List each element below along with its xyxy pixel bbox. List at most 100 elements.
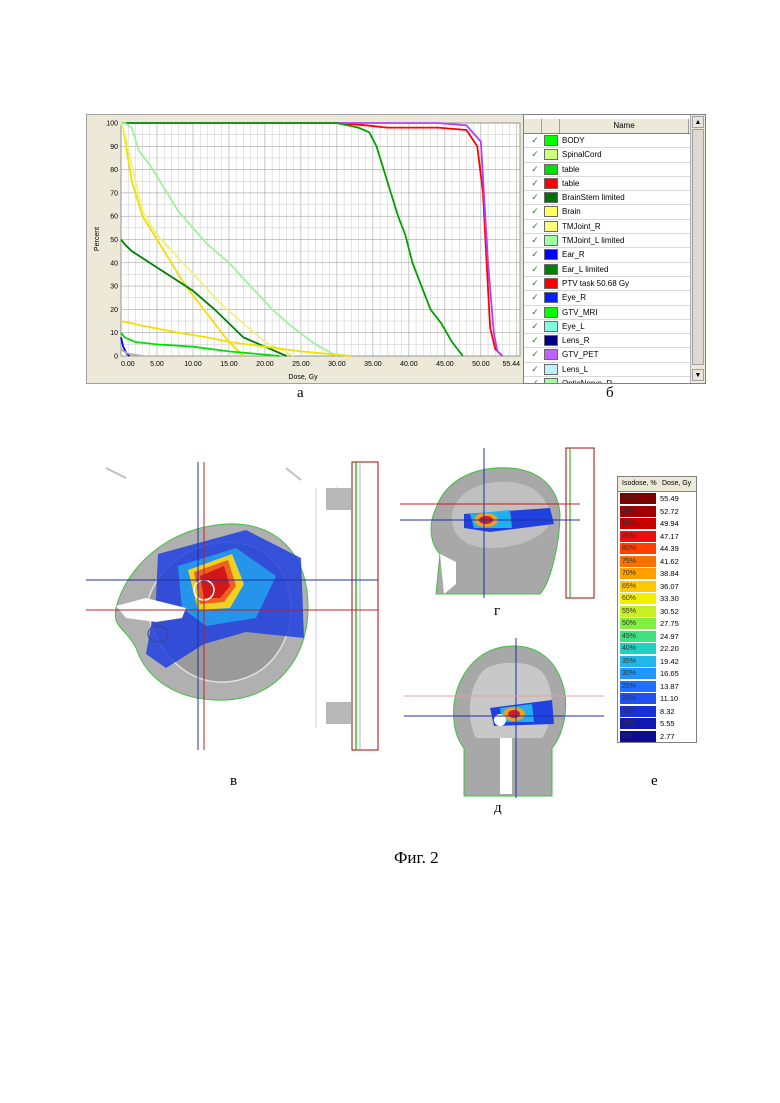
structure-color-swatch[interactable] bbox=[544, 178, 558, 189]
structure-row[interactable]: ✓Eye_L bbox=[524, 320, 690, 334]
visibility-check-icon[interactable]: ✓ bbox=[528, 349, 542, 360]
structure-color-swatch[interactable] bbox=[544, 349, 558, 360]
structure-color-swatch[interactable] bbox=[544, 235, 558, 246]
isodose-row: 85%47.17 bbox=[618, 530, 696, 543]
isodose-percent: 40% bbox=[620, 643, 656, 654]
isodose-dose: 30.52 bbox=[658, 606, 694, 617]
structure-row[interactable]: ✓ Ear_L limited bbox=[524, 263, 690, 277]
structure-row[interactable]: ✓table bbox=[524, 163, 690, 177]
axial-dose-image bbox=[86, 458, 386, 758]
structure-row[interactable]: ✓PTV task 50.68 Gy bbox=[524, 277, 690, 291]
structure-name: Eye_R bbox=[562, 291, 586, 304]
isodose-legend: Isodose, % Dose, Gy 100%55.4995%52.7290%… bbox=[617, 476, 697, 743]
structure-color-swatch[interactable] bbox=[544, 364, 558, 375]
structure-name: SpinalCord bbox=[562, 148, 602, 161]
figure-caption: Фиг. 2 bbox=[394, 848, 439, 868]
x-tick-label: 25.00 bbox=[292, 361, 310, 368]
structure-row[interactable]: ✓ Eye_R bbox=[524, 291, 690, 305]
structure-row[interactable]: ✓Ear_R bbox=[524, 248, 690, 262]
visibility-check-icon[interactable]: ✓ bbox=[528, 335, 542, 346]
structure-name: Ear_L limited bbox=[562, 263, 608, 276]
structure-color-swatch[interactable] bbox=[544, 278, 558, 289]
visibility-check-icon[interactable]: ✓ bbox=[528, 206, 542, 217]
visibility-check-icon[interactable]: ✓ bbox=[528, 278, 542, 289]
structure-name: table bbox=[562, 177, 579, 190]
structure-row[interactable]: ✓TMJoint_R bbox=[524, 220, 690, 234]
dvh-chart: 0.005.0010.0015.0020.0025.0030.0035.0040… bbox=[87, 115, 523, 383]
scroll-up-arrow-icon[interactable]: ▲ bbox=[692, 116, 704, 128]
visibility-check-icon[interactable]: ✓ bbox=[528, 221, 542, 232]
isodose-row: 95%52.72 bbox=[618, 505, 696, 518]
isodose-row: 75%41.62 bbox=[618, 555, 696, 568]
isodose-percent: 70% bbox=[620, 568, 656, 579]
isodose-row: 45%24.97 bbox=[618, 630, 696, 643]
visibility-check-icon[interactable]: ✓ bbox=[528, 292, 542, 303]
structure-name: BODY bbox=[562, 134, 585, 147]
structure-color-swatch[interactable] bbox=[544, 164, 558, 175]
structure-row[interactable]: ✓ GTV_PET bbox=[524, 348, 690, 362]
isodose-row: 20%11.10 bbox=[618, 692, 696, 705]
isodose-dose: 55.49 bbox=[658, 493, 694, 504]
structure-color-swatch[interactable] bbox=[544, 192, 558, 203]
isodose-percent: 10% bbox=[620, 718, 656, 729]
y-tick-label: 100 bbox=[106, 121, 118, 128]
isodose-percent: 15% bbox=[620, 706, 656, 717]
y-tick-label: 40 bbox=[110, 260, 118, 267]
structure-color-swatch[interactable] bbox=[544, 135, 558, 146]
visibility-check-icon[interactable]: ✓ bbox=[528, 235, 542, 246]
isodose-dose: 47.17 bbox=[658, 531, 694, 542]
structure-color-swatch[interactable] bbox=[544, 335, 558, 346]
isodose-row: 40%22.20 bbox=[618, 642, 696, 655]
visibility-check-icon[interactable]: ✓ bbox=[528, 264, 542, 275]
structure-color-swatch[interactable] bbox=[544, 206, 558, 217]
structure-color-swatch[interactable] bbox=[544, 149, 558, 160]
y-tick-label: 10 bbox=[110, 330, 118, 337]
structure-row[interactable]: ✓Lens_L bbox=[524, 363, 690, 377]
structure-name: Lens_R bbox=[562, 334, 590, 347]
structure-row[interactable]: ✓ Lens_R bbox=[524, 334, 690, 348]
visibility-check-icon[interactable]: ✓ bbox=[528, 249, 542, 260]
structure-row[interactable]: ✓OpticNerve_R bbox=[524, 377, 690, 384]
isodose-percent: 30% bbox=[620, 668, 656, 679]
visibility-check-icon[interactable]: ✓ bbox=[528, 135, 542, 146]
name-column-header[interactable]: Name bbox=[560, 119, 689, 133]
structure-row[interactable]: ✓ table bbox=[524, 177, 690, 191]
structure-name: TMJoint_L limited bbox=[562, 234, 624, 247]
visibility-check-icon[interactable]: ✓ bbox=[528, 164, 542, 175]
structure-row[interactable]: ✓ BODY bbox=[524, 134, 690, 148]
isodose-row: 15%8.32 bbox=[618, 705, 696, 718]
visibility-check-icon[interactable]: ✓ bbox=[528, 378, 542, 384]
list-scrollbar[interactable]: ▲ ▼ bbox=[690, 115, 705, 383]
isodose-percent: 5% bbox=[620, 731, 656, 742]
structure-color-swatch[interactable] bbox=[544, 307, 558, 318]
visibility-check-icon[interactable]: ✓ bbox=[528, 321, 542, 332]
structure-row[interactable]: ✓Brain bbox=[524, 205, 690, 219]
structure-color-swatch[interactable] bbox=[544, 221, 558, 232]
structure-color-swatch[interactable] bbox=[544, 321, 558, 332]
list-header: Name bbox=[524, 119, 690, 134]
check-column-header[interactable] bbox=[524, 119, 542, 133]
structure-color-swatch[interactable] bbox=[544, 378, 558, 384]
structure-color-swatch[interactable] bbox=[544, 292, 558, 303]
isodose-dose: 49.94 bbox=[658, 518, 694, 529]
structure-row[interactable]: ✓GTV_MRI bbox=[524, 306, 690, 320]
isodose-percent: 25% bbox=[620, 681, 656, 692]
structure-row[interactable]: ✓ TMJoint_L limited bbox=[524, 234, 690, 248]
visibility-check-icon[interactable]: ✓ bbox=[528, 192, 542, 203]
caption-v: в bbox=[230, 773, 237, 790]
structure-name: GTV_PET bbox=[562, 348, 598, 361]
visibility-check-icon[interactable]: ✓ bbox=[528, 364, 542, 375]
structure-color-swatch[interactable] bbox=[544, 264, 558, 275]
visibility-check-icon[interactable]: ✓ bbox=[528, 149, 542, 160]
structure-color-swatch[interactable] bbox=[544, 249, 558, 260]
coronal-dose-image bbox=[404, 638, 604, 798]
color-column-header[interactable] bbox=[542, 119, 560, 133]
scroll-down-arrow-icon[interactable]: ▼ bbox=[692, 369, 704, 381]
scroll-thumb[interactable] bbox=[692, 129, 704, 365]
dvh-chart-panel: 0.005.0010.0015.0020.0025.0030.0035.0040… bbox=[86, 114, 524, 384]
structure-row[interactable]: ✓BrainStem limited bbox=[524, 191, 690, 205]
visibility-check-icon[interactable]: ✓ bbox=[528, 178, 542, 189]
isodose-dose: 41.62 bbox=[658, 556, 694, 567]
structure-row[interactable]: ✓ SpinalCord bbox=[524, 148, 690, 162]
visibility-check-icon[interactable]: ✓ bbox=[528, 307, 542, 318]
